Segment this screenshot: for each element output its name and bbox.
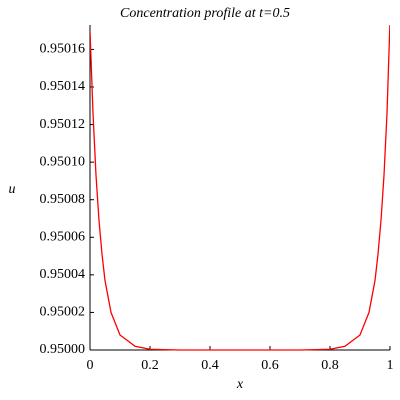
y-tick-label: 0.95002	[40, 305, 86, 320]
y-tick-label: 0.95010	[40, 154, 86, 169]
x-tick-label: 1	[387, 358, 394, 373]
y-tick-label: 0.95014	[40, 79, 86, 94]
y-tick-label: 0.95000	[40, 342, 86, 357]
y-tick-label: 0.95012	[40, 117, 86, 132]
x-tick-label: 0.8	[321, 358, 339, 373]
x-tick-label: 0	[87, 358, 94, 373]
y-tick-label: 0.95006	[40, 230, 86, 245]
data-line	[90, 25, 390, 351]
y-tick-label: 0.95016	[40, 42, 86, 57]
y-tick-label: 0.95004	[40, 267, 86, 282]
x-tick-label: 0.4	[201, 358, 219, 373]
x-axis-label: x	[236, 377, 244, 392]
chart-title: Concentration profile at t=0.5	[120, 6, 290, 21]
x-tick-label: 0.6	[261, 358, 279, 373]
y-tick-label: 0.95008	[40, 192, 86, 207]
y-axis-label: u	[9, 182, 16, 197]
x-tick-label: 0.2	[141, 358, 159, 373]
